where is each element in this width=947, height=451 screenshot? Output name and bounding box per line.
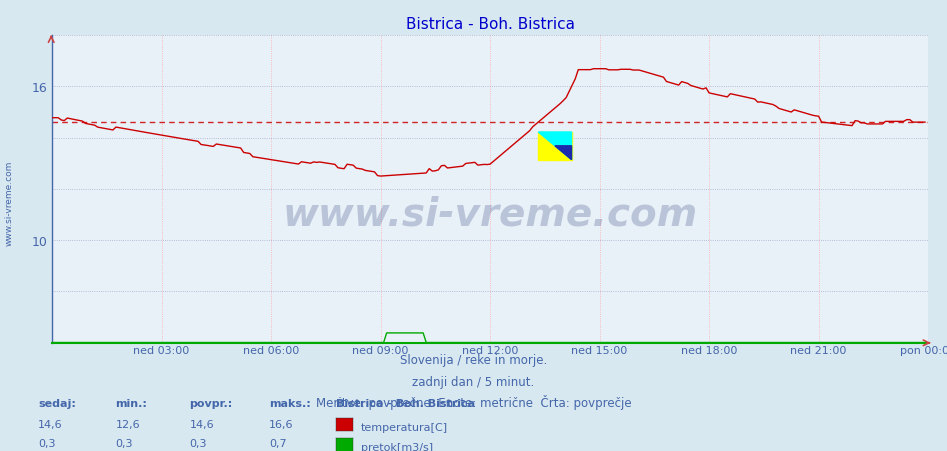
Text: 0,3: 0,3 xyxy=(38,438,55,448)
Text: 14,6: 14,6 xyxy=(189,419,214,428)
Text: 0,7: 0,7 xyxy=(269,438,287,448)
Text: pretok[m3/s]: pretok[m3/s] xyxy=(361,442,433,451)
Text: 14,6: 14,6 xyxy=(38,419,63,428)
Polygon shape xyxy=(538,133,572,160)
Text: www.si-vreme.com: www.si-vreme.com xyxy=(5,161,14,245)
Text: povpr.:: povpr.: xyxy=(189,398,233,408)
Text: 0,3: 0,3 xyxy=(189,438,206,448)
Text: min.:: min.: xyxy=(116,398,148,408)
Text: Meritve: povprečne  Enote: metrične  Črta: povprečje: Meritve: povprečne Enote: metrične Črta:… xyxy=(315,394,632,410)
Text: maks.:: maks.: xyxy=(269,398,311,408)
Bar xyxy=(538,133,572,160)
Polygon shape xyxy=(555,147,572,160)
Text: Slovenija / reke in morje.: Slovenija / reke in morje. xyxy=(400,353,547,366)
Text: www.si-vreme.com: www.si-vreme.com xyxy=(282,195,698,233)
Title: Bistrica - Boh. Bistrica: Bistrica - Boh. Bistrica xyxy=(405,17,575,32)
Text: Bistrica - Boh. Bistrica: Bistrica - Boh. Bistrica xyxy=(336,398,475,408)
Text: sedaj:: sedaj: xyxy=(38,398,76,408)
Text: 12,6: 12,6 xyxy=(116,419,140,428)
Text: 0,3: 0,3 xyxy=(116,438,133,448)
Text: zadnji dan / 5 minut.: zadnji dan / 5 minut. xyxy=(412,375,535,388)
Text: temperatura[C]: temperatura[C] xyxy=(361,422,448,432)
Text: 16,6: 16,6 xyxy=(269,419,294,428)
